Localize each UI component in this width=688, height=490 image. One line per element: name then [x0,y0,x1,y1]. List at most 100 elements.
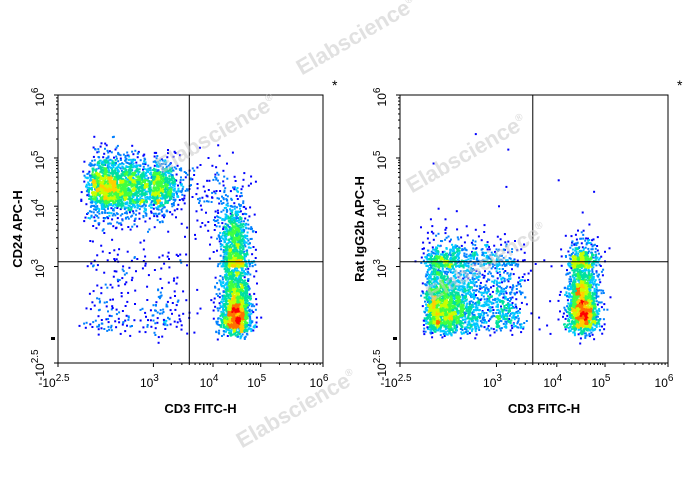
event-point [246,325,249,328]
event-point [101,175,104,177]
event-point [231,303,234,306]
event-point [221,322,224,325]
event-point [166,189,169,192]
event-point [122,153,125,156]
event-point [163,214,166,217]
event-point [157,193,160,196]
event-point [99,182,102,185]
event-point [221,312,224,315]
event-point [140,200,143,203]
event-point [245,213,248,216]
event-point [226,270,229,273]
event-point [228,217,230,219]
event-point [115,175,118,177]
event-point [107,160,110,163]
event-point [92,185,95,188]
event-point [83,220,86,223]
event-point [102,207,105,209]
event-point [224,226,227,229]
event-point [137,198,140,201]
event-point [163,168,166,171]
event-point [127,194,130,197]
event-point [120,174,123,177]
event-point [230,321,233,324]
event-point [114,189,117,192]
event-point [244,299,247,302]
event-point [228,318,231,321]
event-point [150,176,153,179]
event-point [219,254,222,257]
event-point [139,164,142,167]
event-point [243,308,246,311]
event-point [114,148,117,151]
event-point [233,246,236,249]
event-point [166,177,169,180]
event-point [107,211,110,214]
event-point [248,293,251,296]
event-point [130,207,133,210]
event-point [215,330,218,333]
event-point [222,264,225,267]
event-point [130,178,133,181]
event-point [230,228,232,231]
event-point [234,328,237,331]
event-point [241,333,244,336]
event-point [96,178,99,180]
event-point [137,191,140,194]
event-point [156,169,159,172]
event-point [236,317,239,320]
event-point [115,157,118,160]
event-point [224,251,227,254]
event-point [145,198,148,201]
event-point [103,217,106,220]
event-point [221,276,224,279]
event-point [183,202,186,205]
event-point [238,289,240,292]
event-point [243,331,246,334]
event-point [225,256,228,259]
event-point [246,265,248,268]
event-point [237,297,239,300]
event-point [133,171,136,174]
event-point [243,235,246,238]
event-point [112,212,115,215]
event-point [143,186,146,189]
event-point [94,197,97,199]
event-point [222,330,225,333]
event-point [169,184,172,187]
event-point [139,177,141,180]
event-point [227,255,230,258]
event-point [94,177,96,180]
event-point [109,158,112,161]
event-point [135,189,138,192]
event-point [97,167,100,170]
event-point [228,277,231,280]
event-point [243,284,246,287]
event-point [231,319,234,322]
event-point [108,165,111,168]
event-point [241,274,244,277]
event-point [85,183,88,186]
event-point [214,276,217,279]
event-point [166,195,169,198]
event-point [229,243,232,246]
event-point [228,240,231,243]
event-point [156,201,159,204]
event-point [157,199,159,202]
event-point [108,162,111,165]
event-point [125,210,128,213]
event-point [239,283,242,286]
event-point [119,222,122,225]
event-point [220,236,223,239]
event-point [103,203,106,206]
event-point [155,165,158,168]
event-point [237,234,240,237]
event-point [100,142,103,145]
event-point [104,191,107,194]
event-point [221,218,224,220]
event-point [185,172,187,174]
event-point [113,184,116,187]
event-point [191,178,194,181]
event-point [220,283,222,286]
event-point [147,164,150,167]
